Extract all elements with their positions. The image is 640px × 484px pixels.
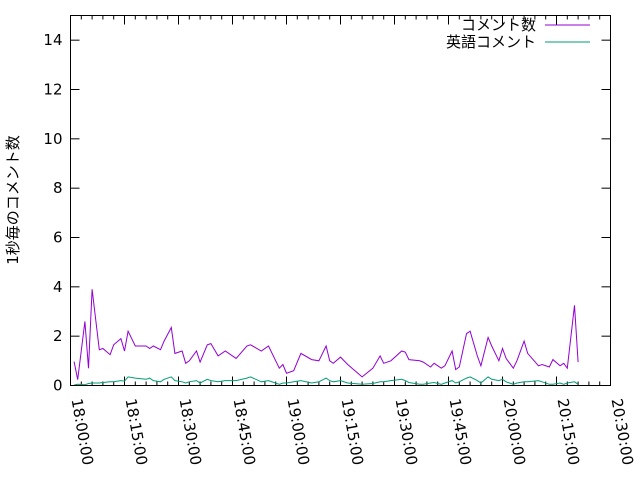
x-tick-label: 18:00:00 [68, 397, 97, 466]
y-tick-label: 10 [43, 130, 62, 148]
y-tick-label: 14 [43, 31, 62, 49]
legend: コメント数 英語コメント [446, 16, 590, 51]
x-tick-label: 20:30:00 [608, 397, 637, 466]
series-line-0 [73, 289, 579, 380]
y-tick-label: 8 [53, 179, 63, 197]
x-tick-label: 18:30:00 [176, 397, 205, 466]
y-tick-label: 6 [53, 229, 63, 247]
x-tick-label: 19:45:00 [446, 397, 475, 466]
series-lines [73, 289, 579, 386]
y-tick-label: 0 [53, 377, 63, 395]
x-tick-label: 19:30:00 [392, 397, 421, 466]
x-tick-label: 20:15:00 [554, 397, 583, 466]
plot-frame [70, 15, 611, 386]
y-tick-label: 2 [53, 327, 63, 345]
axis-ticks: 0 2 4 6 8 10 12 14 18:00:00 18:15:00 18:30:00 18:45… [43, 15, 637, 467]
legend-label-0: コメント数 [461, 16, 536, 34]
x-tick-label: 19:15:00 [338, 397, 367, 466]
series-line-1 [74, 376, 579, 386]
y-axis-label: 1秒毎のコメント数 [4, 135, 22, 265]
x-tick-label: 18:45:00 [230, 397, 259, 466]
x-tick-label: 19:00:00 [284, 397, 313, 466]
y-tick-label: 4 [53, 278, 63, 296]
y-tick-label: 12 [43, 81, 62, 99]
x-tick-label: 20:00:00 [500, 397, 529, 466]
legend-label-1: 英語コメント [446, 33, 536, 51]
x-tick-label: 18:15:00 [122, 397, 151, 466]
